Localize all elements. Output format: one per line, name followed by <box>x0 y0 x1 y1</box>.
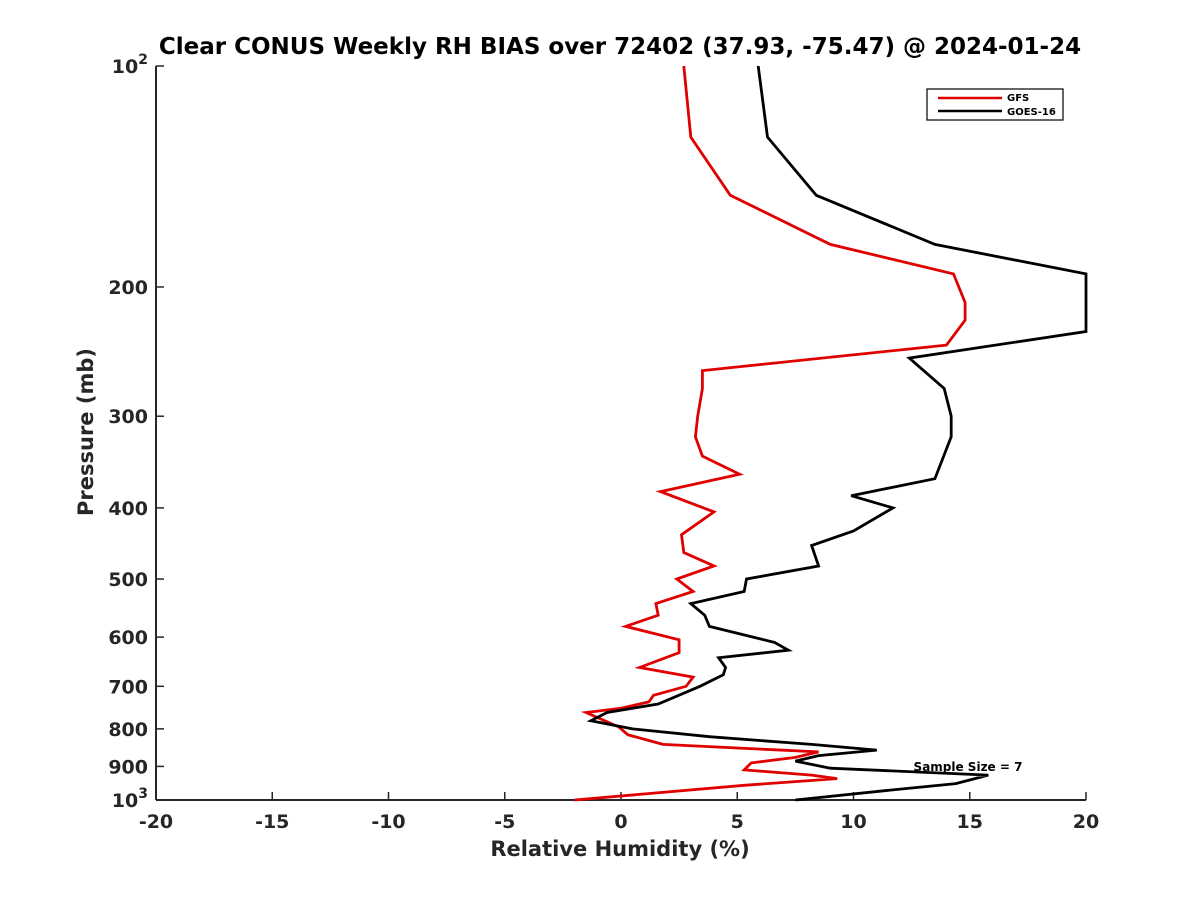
y-tick-label: 300 <box>108 406 148 428</box>
x-tick-label: 0 <box>614 811 627 833</box>
sample-size-annotation: Sample Size = 7 <box>914 760 1023 774</box>
legend: GFS GOES-16 <box>926 88 1064 121</box>
x-tick-label: 20 <box>1073 811 1099 833</box>
x-tick-label: 15 <box>957 811 983 833</box>
series-lines <box>574 65 1088 802</box>
x-tick-label: -5 <box>494 811 515 833</box>
y-tick-label: 400 <box>108 498 148 520</box>
x-tick-label: -10 <box>371 811 405 833</box>
x-tick-label: -20 <box>139 811 173 833</box>
series-line-gfs <box>574 65 967 802</box>
x-tick-label: -15 <box>255 811 289 833</box>
x-tick-label: 10 <box>840 811 866 833</box>
y-tick-label: 800 <box>108 719 148 741</box>
y-tick-label: 600 <box>108 627 148 649</box>
legend-label-gfs: GFS <box>1007 93 1029 104</box>
y-axis-title: Pressure (mb) <box>74 348 98 516</box>
legend-box <box>926 88 1064 121</box>
series-line-goes16 <box>586 65 1088 802</box>
y-tick-label: 700 <box>108 676 148 698</box>
axes-frame <box>155 66 1086 801</box>
chart-title: Clear CONUS Weekly RH BIAS over 72402 (3… <box>159 34 1081 60</box>
legend-label-goes16: GOES-16 <box>1007 107 1056 118</box>
y-tick-label: 500 <box>108 569 148 591</box>
y-tick-label: 200 <box>108 277 148 299</box>
x-axis-title: Relative Humidity (%) <box>490 837 749 861</box>
y-tick-label: 103 <box>112 786 148 812</box>
x-tick-label: 5 <box>731 811 744 833</box>
y-tick-label: 900 <box>108 756 148 778</box>
y-tick-label: 102 <box>112 52 148 78</box>
tick-marks: -20 -15 -10 -5 0 5 10 15 20 102 200 300 400 500 600 700… <box>108 52 1099 833</box>
